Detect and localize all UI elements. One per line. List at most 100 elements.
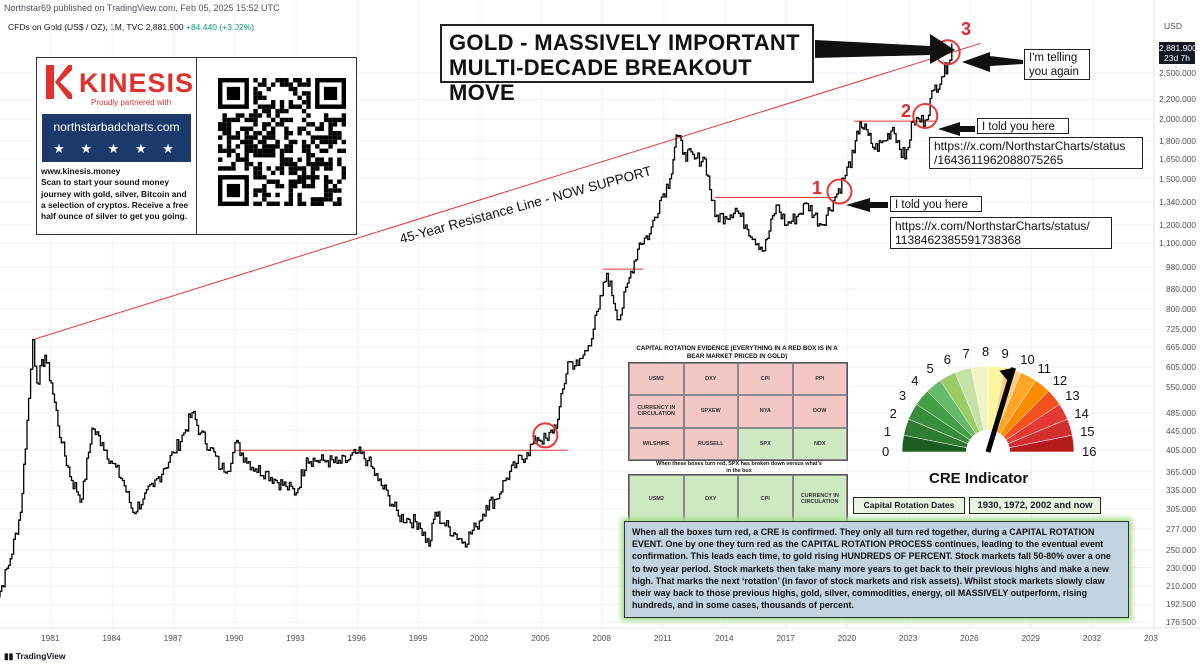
kinesis-website[interactable]: www.kinesis.money <box>41 166 121 176</box>
qr-module <box>262 108 267 114</box>
rotation-row-box: CPI <box>738 475 793 523</box>
qr-module <box>319 135 324 140</box>
qr-module <box>253 86 258 92</box>
qr-module <box>248 161 254 167</box>
cre-scale-tick: 6 <box>943 351 951 367</box>
tradingview-logo: ▮▮ TradingView <box>4 651 66 662</box>
price-tick: 550.000 <box>1166 381 1196 392</box>
qr-module <box>288 166 294 171</box>
qr-module <box>306 113 311 118</box>
title-line-2: MULTI-DECADE BREAKOUT MOVE <box>449 55 752 105</box>
qr-module <box>231 148 236 154</box>
cre-scale-tick: 11 <box>1037 360 1052 376</box>
qr-module <box>337 179 342 184</box>
symbol-info: CFDs on Gold (US$ / OZ), 1M, TVC 2,881.9… <box>8 22 254 32</box>
qr-module <box>284 117 289 123</box>
qr-module <box>266 153 271 158</box>
qr-module <box>275 179 280 184</box>
qr-module <box>341 117 346 123</box>
cre-scale-tick: 4 <box>911 373 919 389</box>
qr-module <box>279 161 285 167</box>
cre-scale-tick: 8 <box>982 344 990 359</box>
qr-module <box>262 126 267 131</box>
resistance-line <box>32 42 981 341</box>
qr-module <box>284 201 289 206</box>
qr-module <box>253 201 258 206</box>
time-tick: 1990 <box>224 633 244 643</box>
qr-module <box>257 113 263 118</box>
rotation-box: WILSHIRE <box>629 427 684 460</box>
told1-arrow <box>846 198 888 212</box>
qr-module <box>297 197 302 202</box>
told2-arrow <box>938 122 975 136</box>
last-price-label: 2,881.900 23d 7h <box>1159 42 1197 64</box>
qr-module <box>266 148 271 154</box>
qr-module <box>266 86 271 92</box>
link-1-callout[interactable]: https://x.com/NorthstarCharts/status/ 11… <box>890 217 1112 249</box>
qr-module <box>257 139 263 145</box>
link-2-callout[interactable]: https://x.com/NorthstarCharts/status /16… <box>929 137 1143 169</box>
price-tick: 2,500.000 <box>1159 67 1196 78</box>
qr-module <box>288 157 294 162</box>
qr-module <box>301 175 307 180</box>
qr-module <box>279 78 285 83</box>
qr-module <box>310 175 316 180</box>
qr-module <box>266 122 271 127</box>
qr-module <box>270 144 276 149</box>
qr-module <box>218 122 223 127</box>
qr-module <box>306 161 311 167</box>
qr-module <box>270 100 276 105</box>
qr-module <box>293 170 298 176</box>
qr-module <box>288 104 294 109</box>
qr-module <box>270 117 276 123</box>
rotation-dates-value: 1930, 1972, 2002 and now <box>969 497 1101 514</box>
rotation-box: SPXEW <box>683 395 738 428</box>
qr-module <box>323 192 329 198</box>
qr-module <box>288 192 294 198</box>
qr-module <box>341 148 346 154</box>
qr-module <box>306 130 311 136</box>
qr-module <box>293 179 298 184</box>
title-arrow <box>815 34 955 64</box>
qr-finder-core <box>226 86 241 101</box>
gauge-needle <box>985 367 1016 453</box>
qr-module <box>288 82 294 87</box>
marker-3: 3 <box>961 19 972 39</box>
qr-module <box>288 170 294 176</box>
qr-module <box>279 117 285 123</box>
telling-arrow <box>962 52 1023 72</box>
qr-module <box>266 192 271 198</box>
qr-module <box>332 117 338 123</box>
qr-module <box>301 166 307 171</box>
qr-module <box>248 139 254 145</box>
time-tick: 1984 <box>102 633 121 643</box>
qr-module <box>306 104 311 109</box>
time-tick: 2023 <box>898 633 918 643</box>
explanation-box: When all the boxes turn red, a CRE is co… <box>624 521 1129 618</box>
kinesis-ad[interactable]: KINESIS Proudly partnered with northstar… <box>36 57 357 235</box>
qr-module <box>266 201 271 206</box>
qr-code-icon[interactable] <box>218 78 346 206</box>
cre-scale-tick: 12 <box>1052 373 1068 389</box>
kinesis-ad-text: www.kinesis.money Scan to start your sou… <box>41 166 193 222</box>
qr-module <box>306 100 311 105</box>
rotation-box: PPI <box>792 363 847 396</box>
rotation-box: SPX <box>738 427 793 460</box>
qr-module <box>226 130 232 136</box>
qr-module <box>293 166 298 171</box>
qr-module <box>310 139 316 145</box>
qr-module <box>319 157 324 162</box>
price-tick: 1,800.000 <box>1159 135 1196 146</box>
qr-module <box>301 148 307 154</box>
qr-module <box>262 95 267 101</box>
qr-module <box>248 148 254 154</box>
qr-module <box>328 122 333 127</box>
qr-module <box>235 117 241 123</box>
qr-module <box>319 126 324 131</box>
qr-module <box>253 153 258 158</box>
cre-gauge <box>901 365 1075 474</box>
cre-scale-tick: 15 <box>1080 424 1095 440</box>
qr-module <box>235 157 241 162</box>
qr-finder-core <box>226 183 241 198</box>
price-tick: 176.500 <box>1166 617 1196 628</box>
